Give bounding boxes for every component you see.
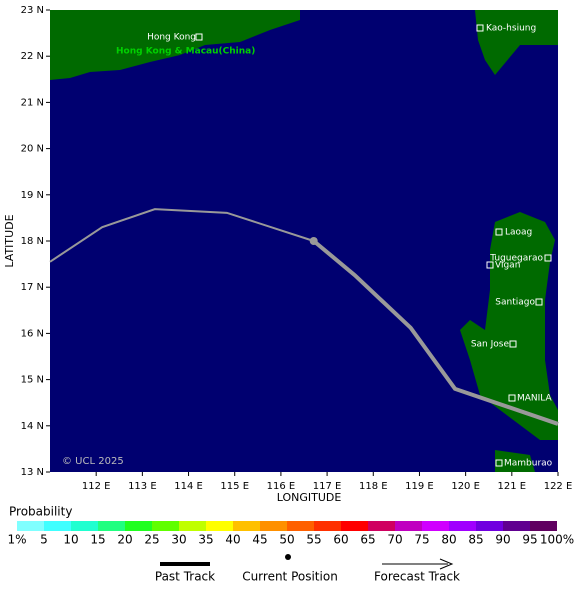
legend-swatch (476, 521, 503, 531)
city-marker (495, 228, 503, 236)
lon-label: 119 E (405, 481, 434, 492)
region-label: Hong Kong & Macau(China) (116, 47, 255, 57)
legend-label: 95 (522, 533, 537, 547)
city-label: Santiago (495, 298, 535, 308)
legend-swatch (17, 521, 44, 531)
y-axis-label: LATITUDE (3, 214, 16, 267)
city-marker (495, 459, 503, 467)
lat-label: 16 N (21, 328, 44, 339)
lat-label: 14 N (21, 421, 44, 432)
legend-swatch (206, 521, 233, 531)
legend-label: 5 (40, 533, 48, 547)
lon-label: 115 E (220, 481, 249, 492)
legend-swatch (125, 521, 152, 531)
legend-label: 15 (90, 533, 105, 547)
legend-swatch (287, 521, 314, 531)
lat-label: 18 N (21, 236, 44, 247)
legend-swatch (71, 521, 98, 531)
legend-swatch (179, 521, 206, 531)
land (50, 10, 558, 472)
legend-swatch (368, 521, 395, 531)
legend-label: 80 (441, 533, 456, 547)
legend-swatch (44, 521, 71, 531)
lon-label: 121 E (498, 481, 527, 492)
lon-label: 118 E (359, 481, 388, 492)
legend-label: 40 (225, 533, 240, 547)
current-position (309, 237, 318, 245)
legend-label: 20 (117, 533, 132, 547)
legend-swatch (152, 521, 179, 531)
legend-swatch (98, 521, 125, 531)
legend-label: 100% (540, 533, 574, 547)
city-label: MANILA (517, 394, 553, 404)
lat-label: 21 N (21, 97, 44, 108)
legend-swatch (530, 521, 557, 531)
legend-swatch (422, 521, 449, 531)
lat-label: 20 N (21, 144, 44, 155)
city-marker (535, 298, 543, 306)
legend-label: 60 (333, 533, 348, 547)
past-track-label: Past Track (155, 570, 215, 584)
lon-label: 114 E (174, 481, 203, 492)
forecast-arrow (439, 558, 454, 570)
lon-label: 117 E (313, 481, 342, 492)
legend-label: 25 (144, 533, 159, 547)
legend-title: Probability (9, 505, 72, 519)
lon-label: 113 E (128, 481, 157, 492)
forecast-track (312, 239, 559, 426)
lon-label: 120 E (451, 481, 480, 492)
lon-label: 112 E (82, 481, 111, 492)
city-label: San Jose (471, 340, 510, 350)
legend-label: 50 (279, 533, 294, 547)
lat-label: 17 N (21, 282, 44, 293)
legend-swatch (395, 521, 422, 531)
legend-label: 75 (414, 533, 429, 547)
city-label: Tuguegarao (489, 254, 543, 264)
lat-label: 22 N (21, 51, 44, 62)
ocean (50, 10, 558, 472)
legend-label: 70 (387, 533, 402, 547)
legend-swatch (260, 521, 287, 531)
past-track (49, 208, 315, 263)
legend-label: 90 (495, 533, 510, 547)
city-marker (508, 394, 516, 402)
legend-label: 65 (360, 533, 375, 547)
copyright: © UCL 2025 (62, 456, 124, 467)
legend-label: 30 (171, 533, 186, 547)
city-label: Kao-hsiung (486, 24, 536, 34)
lon-label: 116 E (267, 481, 296, 492)
city-marker (486, 261, 494, 269)
legend-label: 35 (198, 533, 213, 547)
legend-swatch (233, 521, 260, 531)
city-marker (195, 33, 203, 41)
legend-label: 55 (306, 533, 321, 547)
lat-label: 19 N (21, 190, 44, 201)
city-marker (509, 340, 517, 348)
x-axis-label: LONGITUDE (277, 491, 342, 504)
forecast-track-label: Forecast Track (374, 570, 460, 584)
legend-label: 1% (7, 533, 26, 547)
current-position-label: Current Position (242, 570, 338, 584)
legend-swatch (449, 521, 476, 531)
city-marker (476, 24, 484, 32)
lon-label: 122 E (544, 481, 573, 492)
legend-label: 45 (252, 533, 267, 547)
city-label: Mamburao (504, 459, 553, 469)
legend-label: 10 (63, 533, 78, 547)
lat-label: 15 N (21, 375, 44, 386)
legend-swatch (503, 521, 530, 531)
city-marker (544, 254, 552, 262)
city-label: Vigan (495, 261, 520, 271)
lat-label: 23 N (21, 5, 44, 16)
city-label: Laoag (505, 228, 532, 238)
city-label: Hong Kong (147, 33, 196, 43)
legend-label: 85 (468, 533, 483, 547)
legend-swatch (314, 521, 341, 531)
lat-label: 13 N (21, 467, 44, 478)
legend-swatch (341, 521, 368, 531)
current-position-key (285, 554, 291, 560)
